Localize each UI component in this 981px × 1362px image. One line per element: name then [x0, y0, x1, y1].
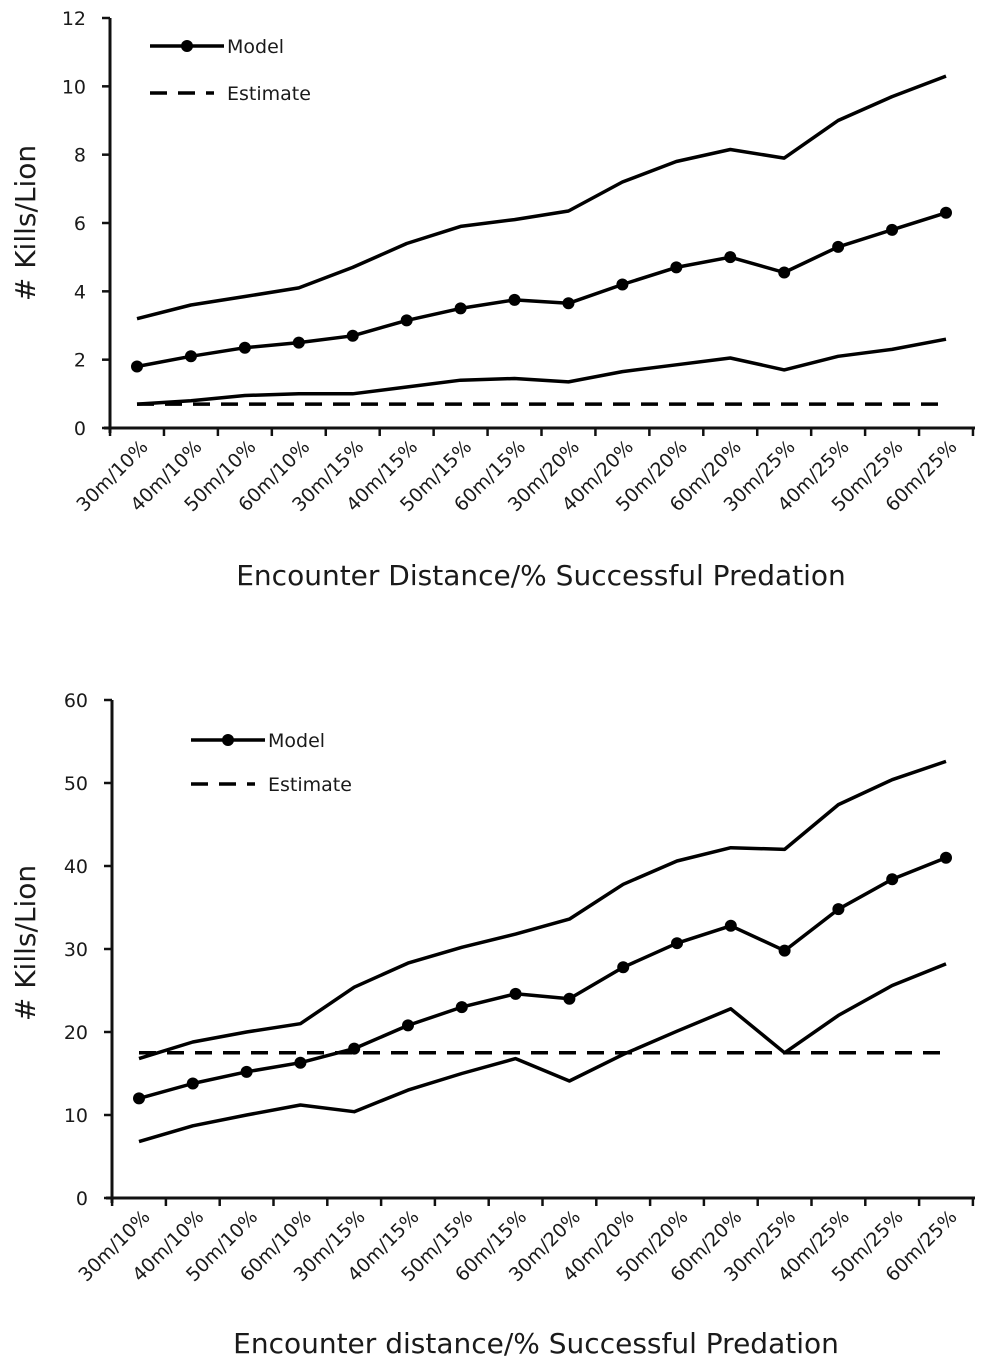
- y-tick-label: 40: [64, 856, 88, 878]
- legend-estimate-label: Estimate: [268, 774, 352, 796]
- y-tick-label: 0: [74, 418, 86, 440]
- model-point: [886, 873, 899, 886]
- legend-model-marker: [181, 40, 193, 52]
- model-point: [455, 1001, 468, 1014]
- legend-model-label: Model: [227, 36, 284, 58]
- chart-bottom: 010203040506030m/10%40m/10%50m/10%60m/10…: [9, 690, 975, 1360]
- y-tick-label: 4: [74, 281, 86, 303]
- model-point: [402, 1019, 414, 1032]
- model-point: [616, 278, 629, 291]
- model-point: [186, 1077, 199, 1090]
- series-line-lower-bound: [136, 337, 947, 406]
- model-point: [184, 350, 197, 363]
- model-point: [238, 341, 251, 354]
- model-point: [346, 329, 359, 342]
- x-axis-title: Encounter Distance/% Successful Predatio…: [236, 559, 846, 592]
- chart-top: 02468101230m/10%40m/10%50m/10%60m/10%30m…: [9, 8, 975, 592]
- model-point: [133, 1092, 145, 1105]
- legend-model-marker: [222, 734, 234, 746]
- y-tick-label: 8: [74, 145, 86, 167]
- model-point: [724, 251, 737, 264]
- y-tick-label: 60: [64, 690, 88, 712]
- y-tick-label: 6: [74, 213, 86, 235]
- legend-model-label: Model: [268, 730, 325, 752]
- model-point: [294, 1056, 307, 1069]
- y-tick-label: 0: [76, 1188, 88, 1210]
- model-point: [562, 297, 575, 310]
- y-tick-label: 50: [64, 773, 88, 795]
- y-axis-title: # Kills/Lion: [9, 865, 42, 1021]
- y-tick-label: 2: [74, 350, 86, 372]
- x-axis-title: Encounter distance/% Successful Predatio…: [233, 1327, 839, 1360]
- model-point: [724, 919, 737, 932]
- model-point: [670, 261, 683, 274]
- legend-estimate-label: Estimate: [227, 83, 311, 105]
- model-point: [940, 206, 952, 219]
- series-line-model: [138, 856, 947, 1101]
- model-point: [454, 302, 467, 315]
- series-line-upper-bound: [136, 74, 947, 321]
- y-axis-title: # Kills/Lion: [9, 145, 42, 301]
- y-tick-label: 10: [62, 76, 86, 98]
- model-point: [131, 360, 143, 373]
- series-line-lower-bound: [138, 962, 947, 1144]
- model-point: [886, 223, 899, 236]
- model-point: [671, 937, 683, 950]
- model-point: [563, 992, 576, 1005]
- model-point: [778, 944, 791, 957]
- model-point: [509, 987, 522, 1000]
- y-tick-label: 12: [62, 8, 86, 30]
- model-point: [240, 1065, 253, 1078]
- model-point: [832, 903, 845, 916]
- model-point: [832, 240, 845, 253]
- model-point: [778, 266, 791, 279]
- model-point: [940, 851, 952, 864]
- model-point: [292, 336, 305, 349]
- model-point: [508, 293, 521, 306]
- model-point: [400, 314, 413, 327]
- series-line-upper-bound: [138, 759, 947, 1061]
- y-tick-label: 30: [64, 939, 88, 961]
- series-line-model: [136, 211, 947, 369]
- y-tick-label: 20: [64, 1022, 88, 1044]
- y-tick-label: 10: [64, 1105, 88, 1127]
- model-point: [617, 961, 630, 974]
